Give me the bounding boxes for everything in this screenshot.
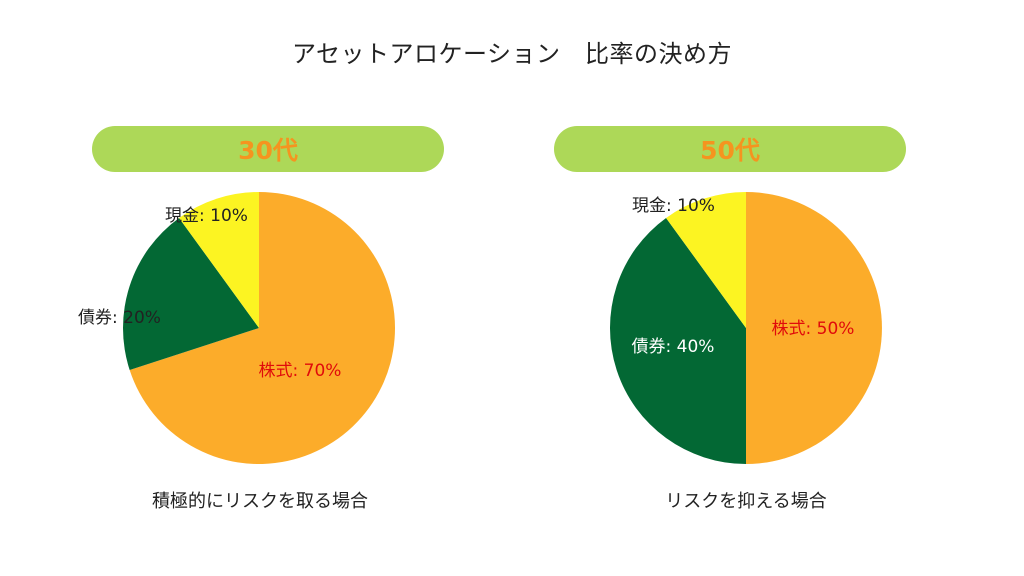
- pie-slice-bonds-50s: [609, 217, 746, 464]
- data-label-bonds-30s: 債券: 20%: [78, 308, 161, 328]
- pie-slice-cash-30s: [179, 192, 259, 328]
- caption-50s: リスクを抑える場合: [665, 491, 827, 512]
- page-title: アセットアロケーション 比率の決め方: [291, 40, 733, 68]
- data-label-cash-50s: 現金: 10%: [632, 196, 715, 216]
- data-label-stocks-30s: 株式: 70%: [259, 361, 342, 381]
- age-badge-50s: 50代: [554, 126, 906, 172]
- caption-30s: 積極的にリスクを取る場合: [152, 491, 368, 512]
- pie-slice-cash-50s: [666, 192, 746, 328]
- pie-slice-stocks-50s: [746, 192, 882, 464]
- data-label-bonds-50s: 債券: 40%: [632, 337, 715, 357]
- pie-chart-30s: 株式: 70% 債券: 20% 現金: 10%: [78, 192, 396, 465]
- data-label-cash-30s: 現金: 10%: [165, 206, 248, 226]
- data-label-stocks-50s: 株式: 50%: [772, 319, 855, 339]
- age-badge-30s: 30代: [92, 126, 444, 172]
- pie-chart-50s: 株式: 50% 債券: 40% 現金: 10%: [609, 192, 882, 464]
- pie-slice-stocks-30s: [129, 192, 396, 465]
- pie-slice-bonds-30s: [123, 217, 259, 371]
